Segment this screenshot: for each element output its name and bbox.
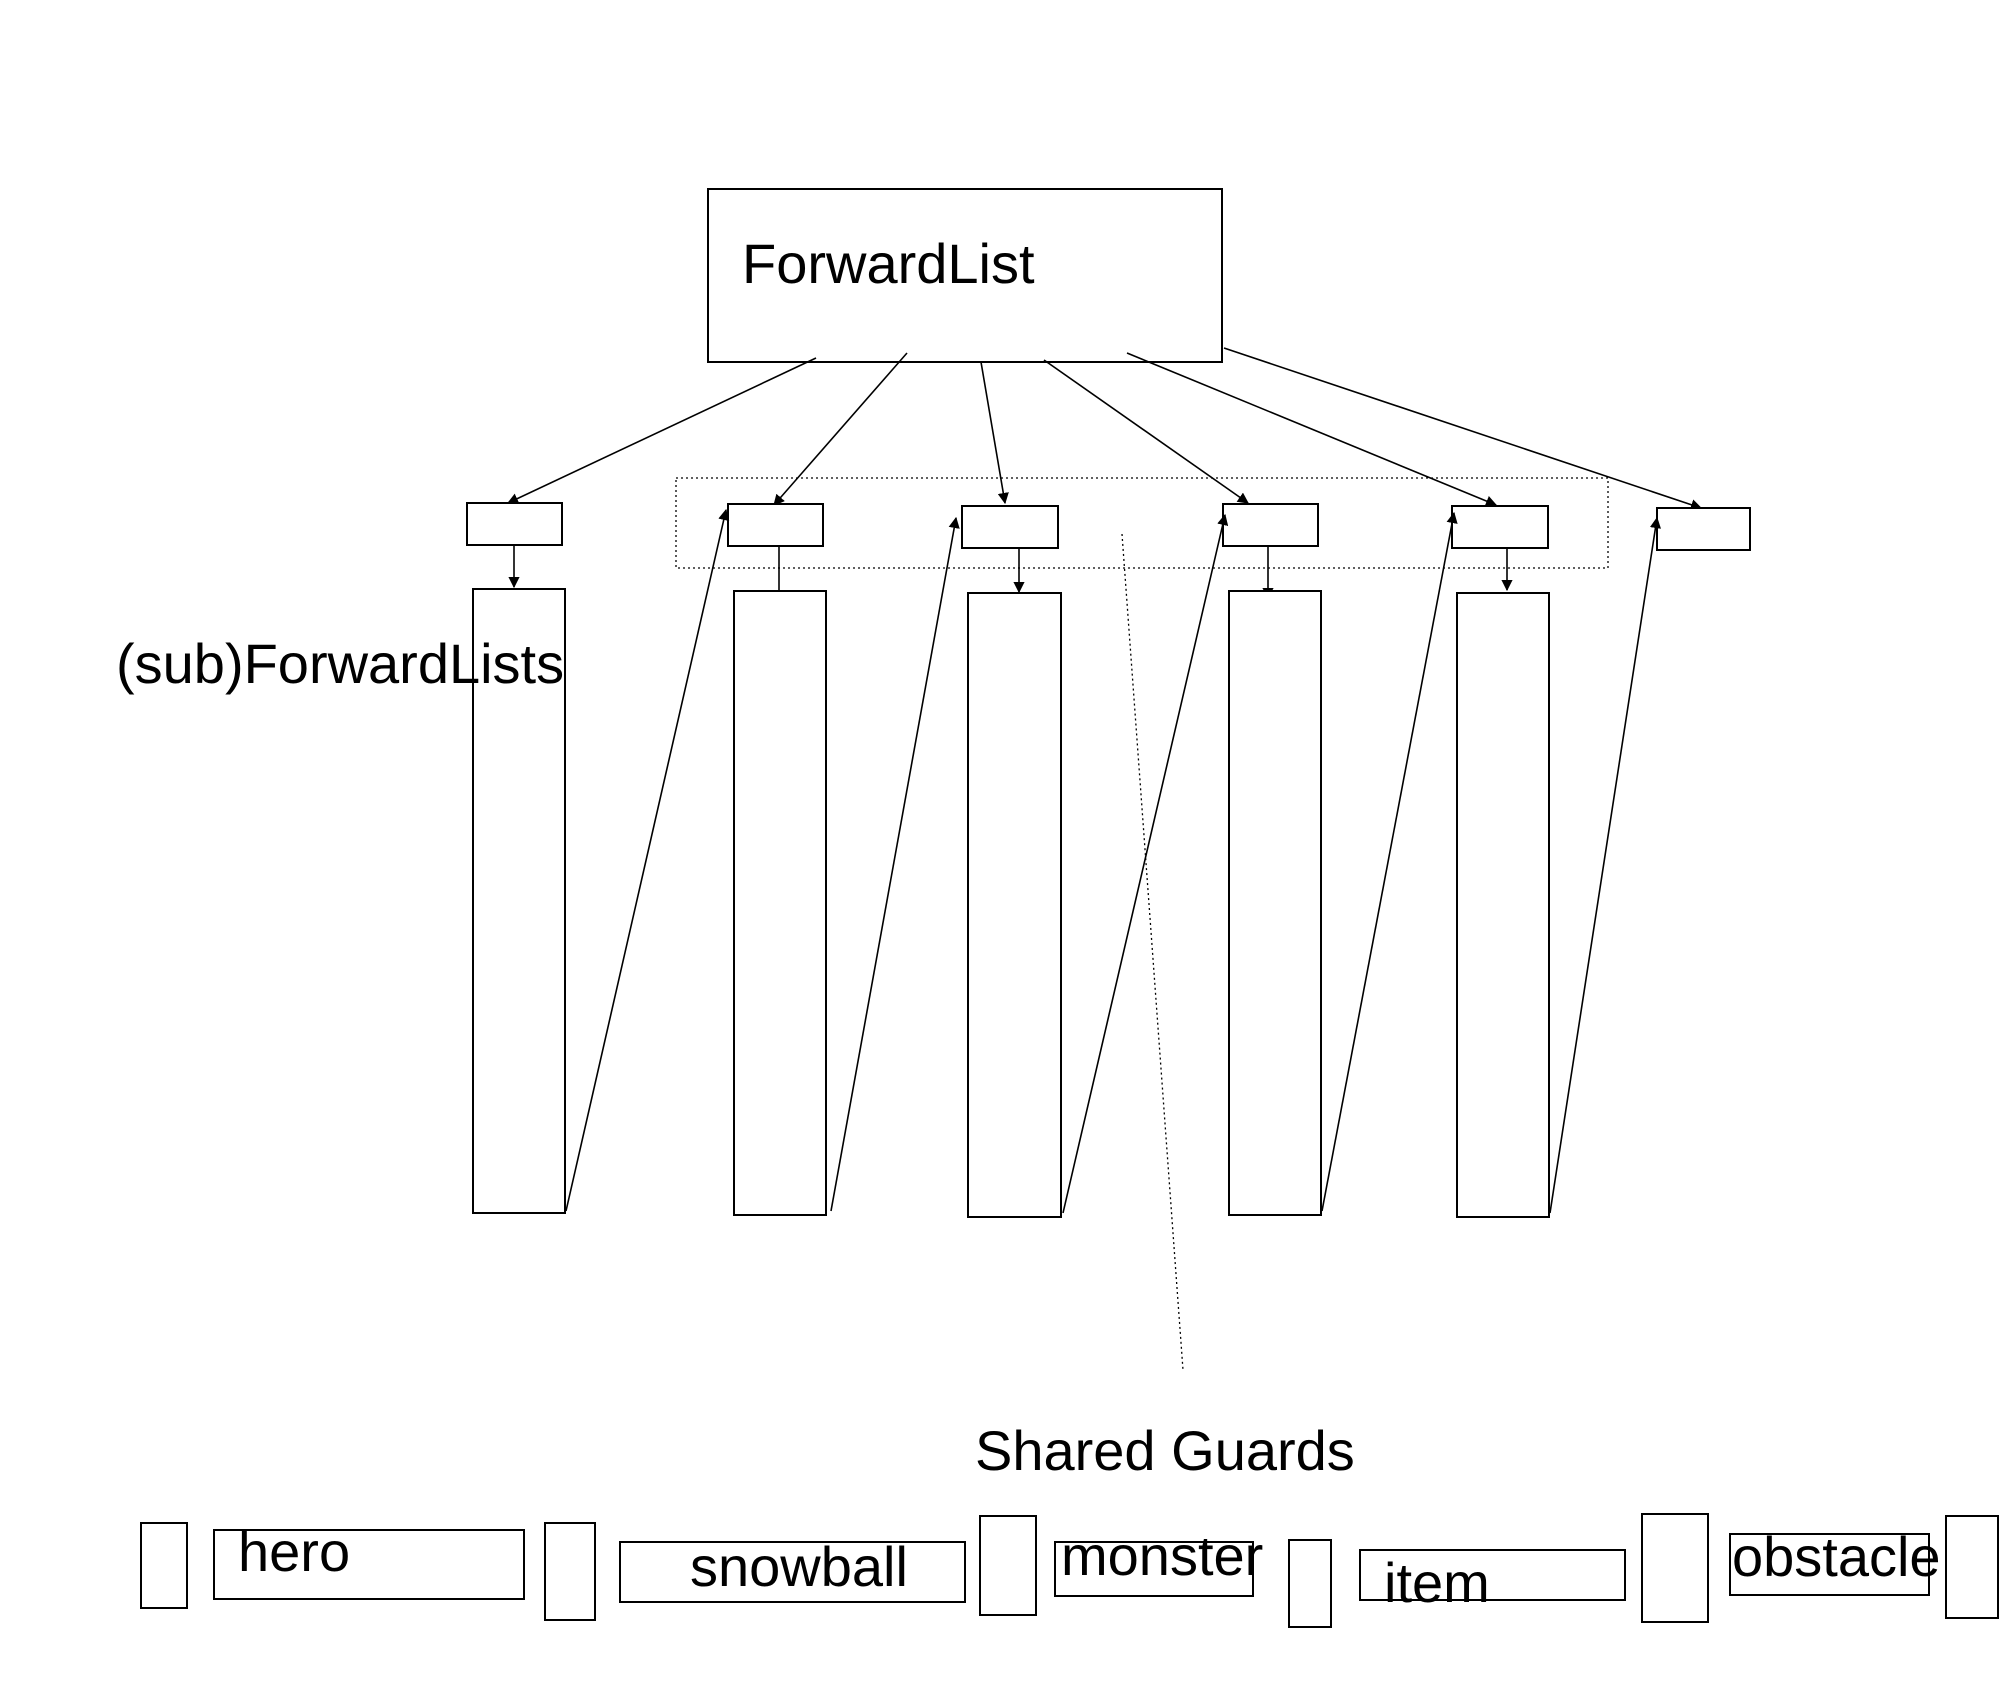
guard-node-5 <box>1451 505 1549 549</box>
sublist-node-4 <box>1228 590 1322 1216</box>
entity-label-hero: hero <box>238 1520 350 1583</box>
entity-label-snowball: snowball <box>690 1535 908 1598</box>
sublists-label: (sub)ForwardLists <box>116 632 564 695</box>
guard-node-2 <box>727 503 824 547</box>
bottom-guard-3 <box>979 1515 1037 1616</box>
bottom-guard-1 <box>140 1522 188 1609</box>
shared-guards-label: Shared Guards <box>975 1419 1355 1482</box>
shared-guards-leader <box>1121 533 1184 1371</box>
sublist-node-2 <box>733 590 827 1216</box>
root-arrow-1 <box>506 357 817 504</box>
link-arrow-3 <box>1062 513 1229 1214</box>
entity-box-item <box>1359 1549 1626 1601</box>
entity-row: hero snowball monster item obstacle <box>140 1513 1999 1628</box>
entity-box-hero <box>213 1529 525 1600</box>
forward-list-node: ForwardList <box>707 188 1223 363</box>
guard-node-3 <box>961 505 1059 549</box>
entity-box-snowball <box>619 1541 966 1603</box>
root-arrow-3 <box>980 361 1009 505</box>
sublist-node-5 <box>1456 592 1550 1218</box>
guard-node-1 <box>466 502 563 546</box>
sublist-nodes <box>472 588 1550 1218</box>
link-arrow-2 <box>830 516 960 1212</box>
guard-nodes <box>466 502 1751 551</box>
guard-down-arrows <box>508 545 1513 602</box>
root-arrow-6 <box>1223 347 1703 511</box>
root-arrow-4 <box>1043 359 1249 504</box>
entity-box-monster <box>1054 1541 1254 1597</box>
bottom-guard-6 <box>1945 1515 1999 1619</box>
sublist-node-3 <box>967 592 1062 1218</box>
link-arrow-4 <box>1321 511 1458 1212</box>
root-pointer-arrows <box>506 347 1703 511</box>
entity-box-obstacle <box>1729 1533 1930 1596</box>
sublist-link-arrows <box>565 508 1662 1214</box>
root-arrow-5 <box>1126 352 1498 507</box>
link-arrow-5 <box>1549 516 1662 1214</box>
root-arrow-2 <box>773 352 908 506</box>
forward-list-label: ForwardList <box>742 232 1035 295</box>
link-arrow-1 <box>565 508 730 1212</box>
shared-guards-region <box>675 477 1609 569</box>
sublist-node-1 <box>472 588 566 1214</box>
guard-node-4 <box>1222 503 1319 547</box>
bottom-guard-2 <box>544 1522 596 1621</box>
entity-label-obstacle: obstacle <box>1732 1525 1941 1588</box>
bottom-guard-5 <box>1641 1513 1709 1623</box>
guard-node-6 <box>1656 507 1751 551</box>
entity-label-monster: monster <box>1061 1524 1263 1587</box>
entity-label-item: item <box>1384 1551 1490 1614</box>
bottom-guard-4 <box>1288 1539 1332 1628</box>
